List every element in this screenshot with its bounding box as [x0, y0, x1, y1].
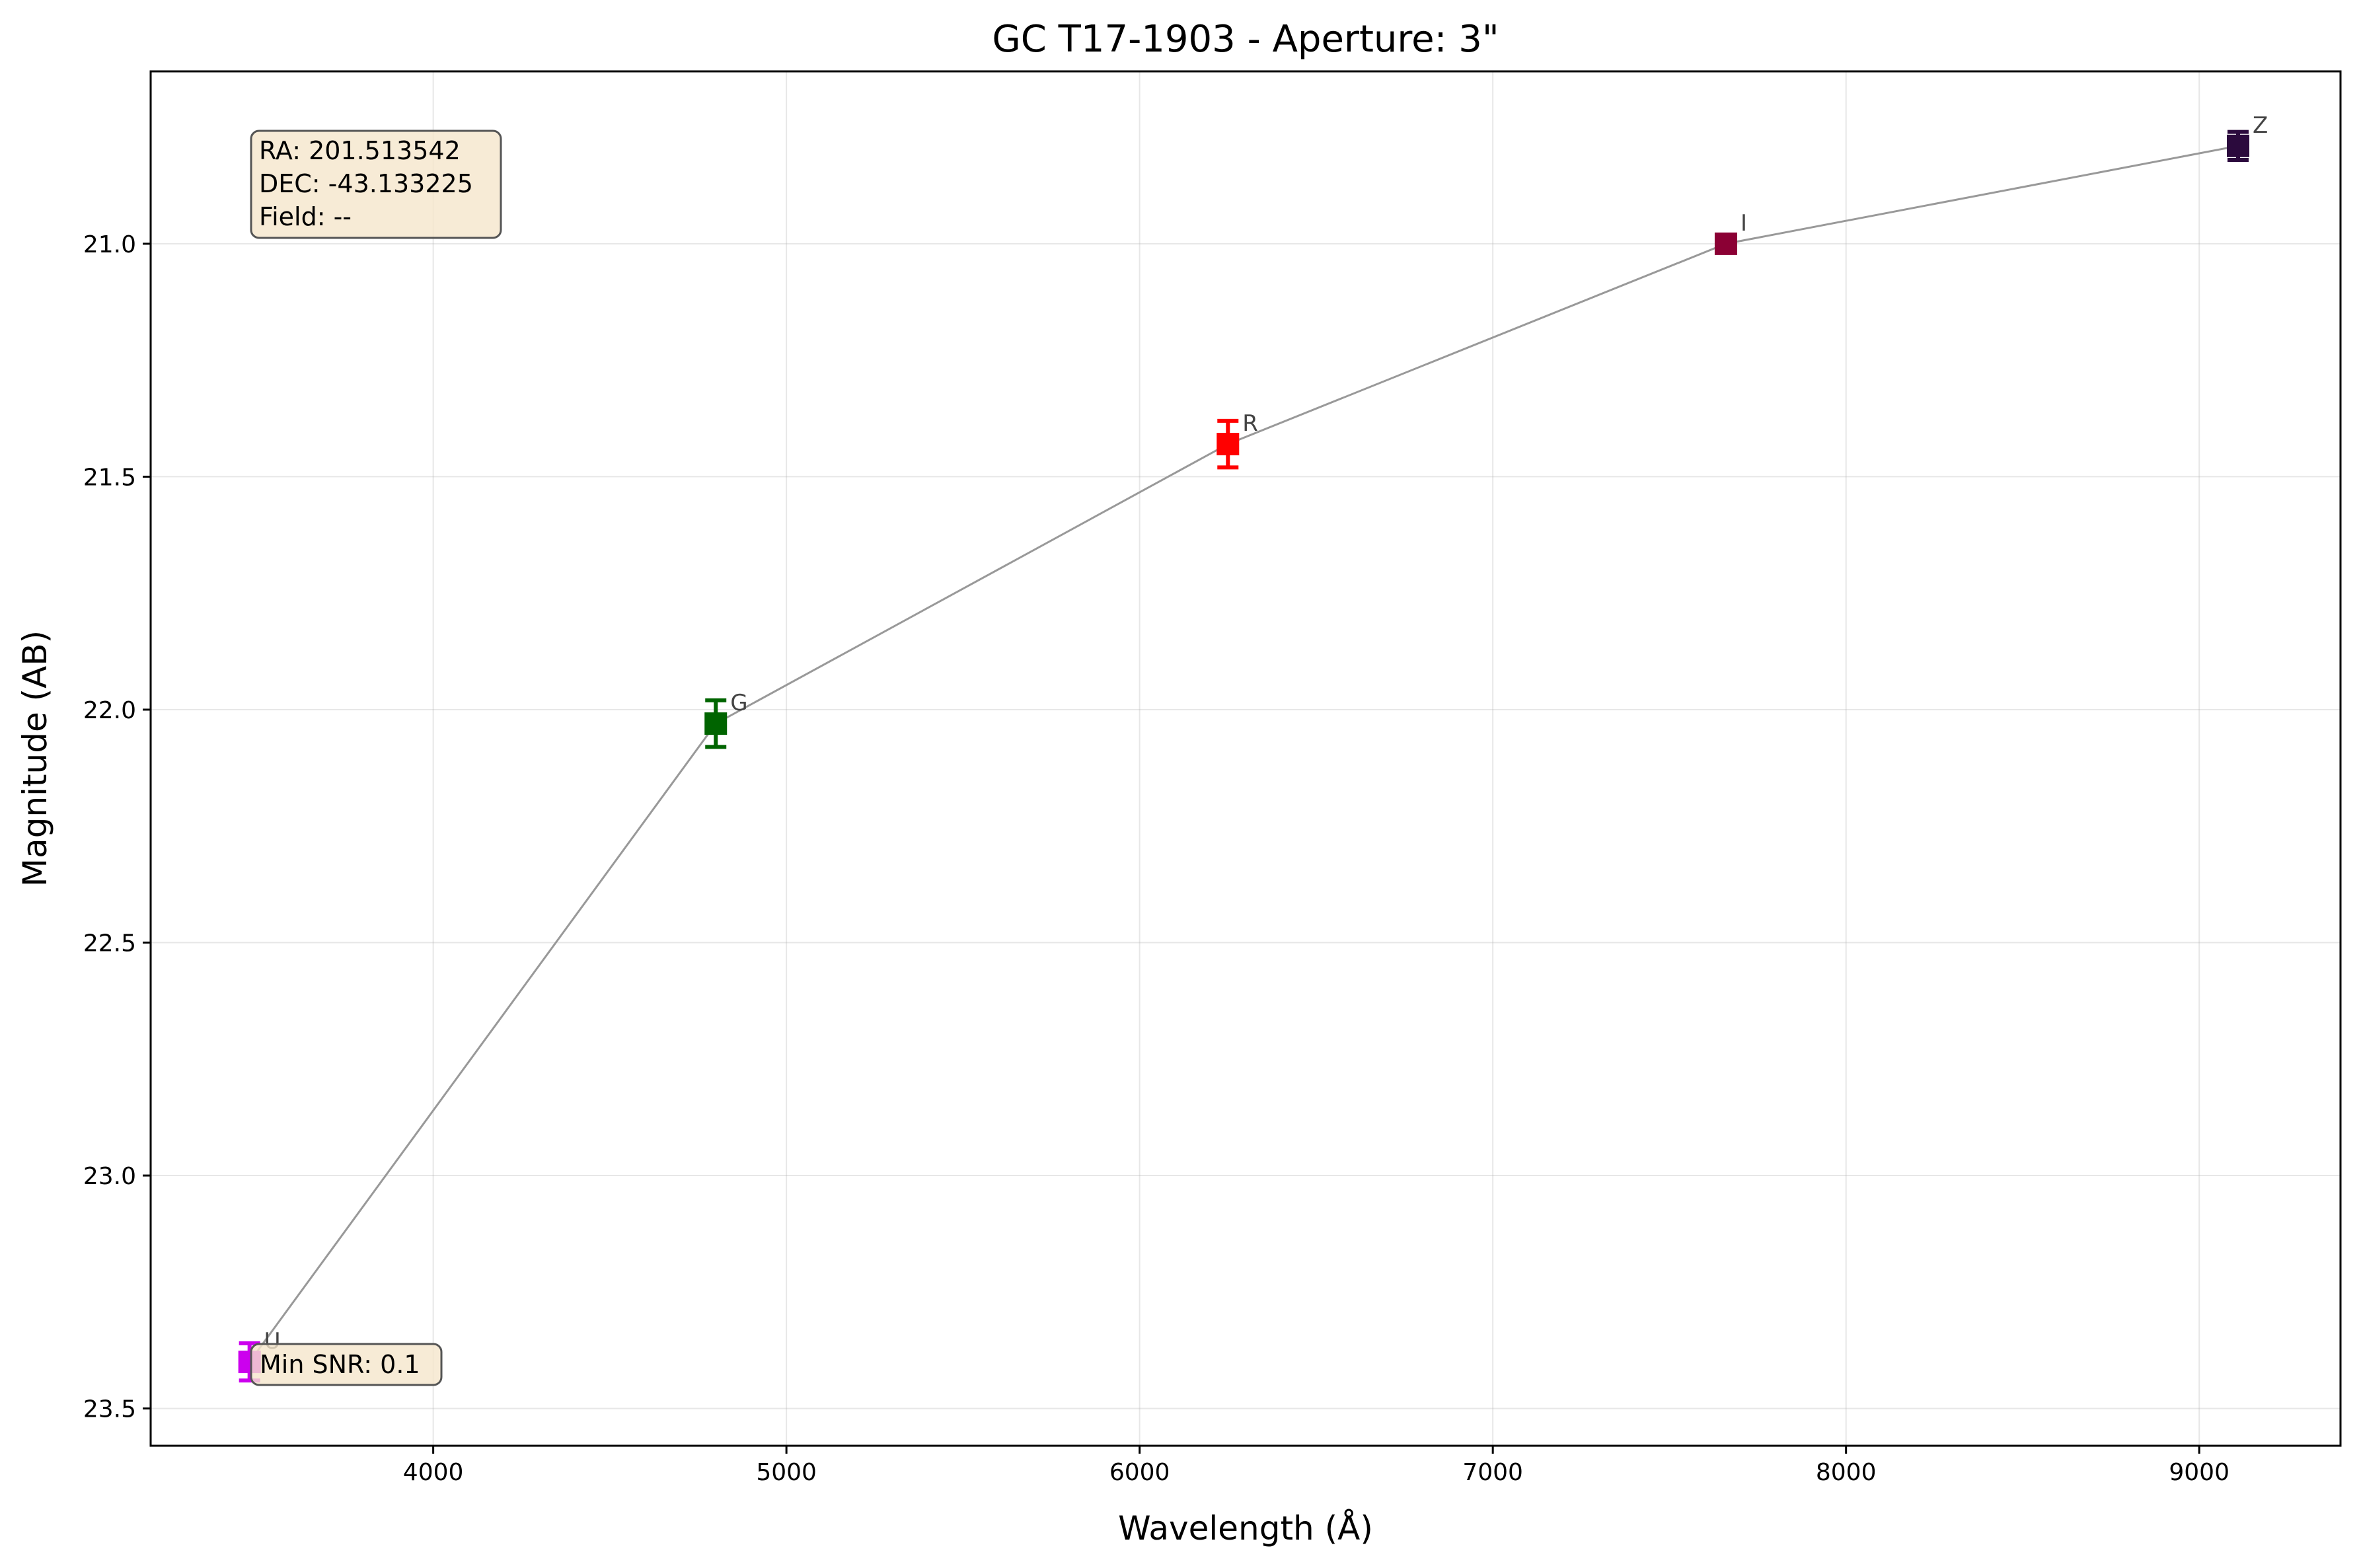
- snr-box-background: [250, 1343, 443, 1386]
- x-tick-label: 8000: [1816, 1459, 1877, 1486]
- snr-text: Min SNR: 0.1: [260, 1350, 420, 1379]
- x-axis-ticks: 4000 5000 6000 7000 8000 9000: [403, 1446, 2229, 1486]
- data-point-g: [704, 698, 728, 749]
- point-marker: [2226, 134, 2249, 157]
- y-tick-label: 21.0: [83, 231, 136, 258]
- y-axis-label: Magnitude (AB): [16, 630, 54, 887]
- band-label-r: R: [1242, 410, 1258, 437]
- x-tick-label: 5000: [756, 1459, 817, 1486]
- grid: [151, 71, 2340, 1446]
- x-axis-label: Wavelength (Å): [1118, 1509, 1373, 1548]
- plot-frame: [149, 70, 2342, 1447]
- point-marker: [1217, 433, 1240, 456]
- info-field: Field: --: [259, 202, 352, 231]
- y-tick-label: 23.0: [83, 1163, 136, 1190]
- data-point-r: [1217, 418, 1240, 470]
- snr-box: Min SNR: 0.1: [250, 1343, 443, 1386]
- y-tick-label: 21.5: [83, 464, 136, 491]
- connecting-line: [248, 145, 2239, 1363]
- info-box: RA: 201.513542 DEC: -43.133225 Field: --: [250, 130, 502, 239]
- chart-title: GC T17-1903 - Aperture: 3": [992, 18, 1499, 61]
- x-tick-label: 9000: [2169, 1459, 2229, 1486]
- data-point-z: [2226, 130, 2249, 162]
- data-points: [238, 130, 2249, 1383]
- connect-polyline: [248, 145, 2239, 1363]
- band-label-g: G: [730, 690, 747, 716]
- data-point-i: [1714, 232, 1737, 255]
- point-marker: [704, 712, 728, 735]
- info-box-background: [250, 130, 502, 239]
- x-tick-label: 7000: [1462, 1459, 1523, 1486]
- band-label-z: Z: [2253, 112, 2268, 139]
- x-tick-label: 6000: [1109, 1459, 1170, 1486]
- y-axis-ticks: 21.0 21.5 22.0 22.5 23.0 23.5: [83, 231, 151, 1423]
- info-dec: DEC: -43.133225: [259, 169, 473, 198]
- point-marker: [1714, 232, 1737, 255]
- y-tick-label: 23.5: [83, 1396, 136, 1423]
- info-ra: RA: 201.513542: [259, 136, 461, 165]
- band-label-i: I: [1741, 210, 1747, 237]
- x-tick-label: 4000: [403, 1459, 464, 1486]
- y-tick-label: 22.0: [83, 697, 136, 724]
- y-tick-label: 22.5: [83, 930, 136, 957]
